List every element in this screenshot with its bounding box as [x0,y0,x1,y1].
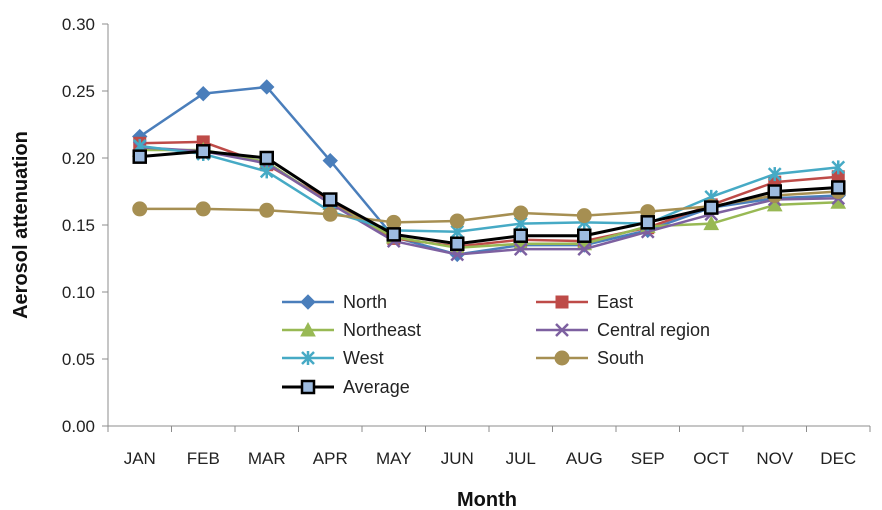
legend-label: North [343,292,387,312]
x-tick-label: APR [313,449,348,468]
data-point-average [831,180,846,195]
legend: North East Northeast Central region West Sout… [282,292,710,397]
data-point-average [513,228,528,243]
y-tick-label: 0.00 [62,417,95,436]
x-tick-label: MAR [248,449,286,468]
legend-marker [554,350,570,366]
y-axis-title: Aerosol attenuation [10,131,32,319]
data-point-average [132,149,147,164]
data-point-south [259,202,275,218]
data-point-south [576,208,592,224]
x-tick-label: JUL [506,449,536,468]
x-tick-label: JUN [441,449,474,468]
series-line-west [139,144,839,233]
data-point-south [195,201,211,217]
y-tick-label: 0.20 [62,149,95,168]
series-line-northeast [139,148,839,250]
data-point-average [196,144,211,159]
data-point-northeast [703,215,720,231]
series-line-central-region [139,146,839,256]
data-point-north [322,152,338,169]
data-point-average [386,227,401,242]
data-point-south [449,213,465,229]
data-point-central-region [513,242,528,257]
legend-item: Average [282,377,410,397]
legend-item: South [536,348,644,368]
legend-item: Central region [536,320,710,340]
legend-marker [300,294,316,310]
x-tick-label: FEB [187,449,220,468]
series-northeast [131,141,847,255]
legend-label: Average [343,377,410,397]
data-point-average [704,200,719,215]
series-average [132,144,846,252]
data-point-average [577,228,592,243]
data-point-west [831,160,846,175]
data-point-north [195,85,211,102]
series-east [133,135,845,253]
y-tick-label: 0.15 [62,216,95,235]
legend-label: East [597,292,633,312]
data-point-north [259,79,275,95]
x-tick-label: SEP [631,449,665,468]
legend-label: West [343,348,384,368]
data-point-average [450,236,465,252]
legend-marker [555,323,569,337]
x-tick-label: OCT [693,449,729,468]
y-tick-label: 0.10 [62,283,95,302]
data-point-average [767,184,782,199]
series-north [132,79,846,263]
data-point-average [323,192,338,207]
legend-marker [300,321,316,337]
legend-marker [555,295,569,309]
y-tick-label: 0.05 [62,350,95,369]
legend-marker [301,351,315,365]
series-line-north [139,85,839,256]
data-point-central-region [577,242,592,257]
data-point-south [513,205,529,221]
x-tick-label: JAN [124,449,156,468]
data-point-west [767,167,782,182]
legend-label: South [597,348,644,368]
x-tick-label: NOV [756,449,794,468]
legend-item: Northeast [282,320,421,340]
data-point-south [322,206,338,222]
data-point-west [259,164,274,179]
x-tick-label: AUG [566,449,603,468]
y-tick-label: 0.30 [62,15,95,34]
legend-label: Central region [597,320,710,340]
legend-item: East [536,292,633,312]
legend-item: West [282,348,384,368]
data-point-average [640,215,655,230]
x-tick-label: MAY [376,449,412,468]
data-point-south [132,201,148,217]
data-point-average [259,150,274,166]
legend-item: North [282,292,387,312]
legend-label: Northeast [343,320,421,340]
x-axis-title: Month [457,489,517,510]
legend-marker [300,379,316,395]
x-tick-label: DEC [820,449,856,468]
y-tick-label: 0.25 [62,82,95,101]
series-line-average [139,149,839,246]
